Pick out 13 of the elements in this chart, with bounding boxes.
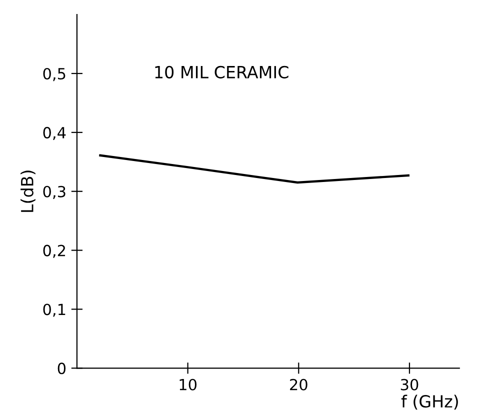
line-series <box>99 154 410 184</box>
x-tick-label: 20 <box>290 378 308 390</box>
y-tick-label: 0,4 <box>43 126 66 140</box>
x-tick-label: 10 <box>180 378 197 390</box>
y-tick-label: 0 <box>58 362 66 374</box>
y-axis-title: L(dB) <box>20 170 36 212</box>
y-tick-label: 0,3 <box>43 186 66 199</box>
y-tick-label: 0,2 <box>43 244 66 258</box>
annotation: 10 MIL CERAMIC <box>155 66 288 78</box>
y-tick-label: 0,1 <box>43 304 66 317</box>
y-tick-label: 0,5 <box>43 68 66 82</box>
x-tick-label: 30 <box>400 378 418 390</box>
x-axis-title: f (GHz) <box>401 394 458 410</box>
